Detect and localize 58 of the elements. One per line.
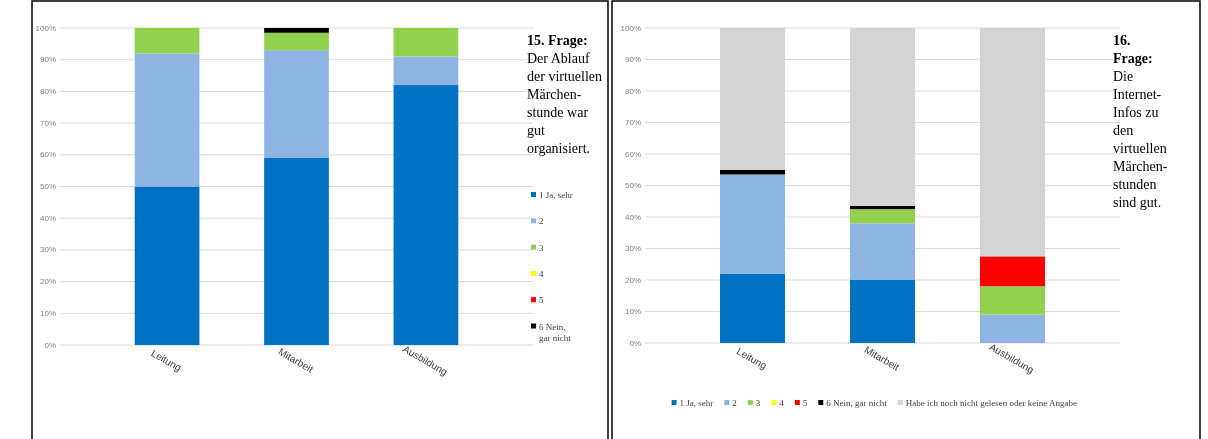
legend-label: 4 bbox=[539, 268, 544, 279]
y-tick-label: 0% bbox=[44, 340, 56, 350]
legend-label: 3 bbox=[539, 242, 544, 253]
bar bbox=[980, 256, 1045, 287]
y-tick-label: 20% bbox=[624, 275, 641, 285]
legend-label: 1 Ja, sehr bbox=[539, 190, 573, 200]
legend-label: 6 Nein, gar nicht bbox=[539, 321, 572, 343]
bar bbox=[720, 273, 785, 343]
y-tick-label: 40% bbox=[39, 213, 56, 223]
text: Der Ablauf der virtuellen Märchen-stunde war gut organisiert. bbox=[527, 51, 603, 156]
y-tick-label: 30% bbox=[624, 244, 641, 254]
bar bbox=[850, 205, 915, 210]
y-tick-label: 50% bbox=[624, 181, 641, 191]
bar bbox=[134, 28, 200, 54]
y-tick-label: 0% bbox=[629, 338, 641, 348]
text: Die Internet-Infos zu den virtuellen Märchen-stunden sind gut. bbox=[1113, 69, 1168, 210]
y-tick-label: 50% bbox=[39, 182, 56, 192]
legend-label: 4 bbox=[779, 398, 785, 408]
bar bbox=[393, 28, 459, 57]
text: 16. Frage: bbox=[1113, 33, 1153, 66]
legend-label: Habe ich noch nicht gelesen oder keine Angabe bbox=[905, 398, 1077, 408]
bar bbox=[850, 209, 915, 224]
legend-label: 2 bbox=[539, 216, 544, 227]
y-tick-label: 60% bbox=[624, 149, 641, 159]
y-tick-label: 70% bbox=[39, 118, 56, 128]
y-tick-label: 60% bbox=[39, 150, 56, 160]
y-tick-label: 10% bbox=[624, 307, 641, 317]
bar bbox=[264, 50, 329, 158]
bar bbox=[980, 314, 1045, 343]
legend-label: 3 bbox=[755, 398, 761, 408]
y-tick-label: 10% bbox=[39, 308, 56, 318]
bar bbox=[264, 157, 329, 345]
y-tick-label: 30% bbox=[39, 245, 56, 255]
y-tick-label: 70% bbox=[624, 118, 641, 128]
y-tick-label: 40% bbox=[624, 212, 641, 222]
bar bbox=[393, 85, 459, 345]
y-tick-label: 20% bbox=[39, 277, 56, 287]
y-tick-label: 80% bbox=[624, 86, 641, 96]
bar bbox=[264, 32, 329, 51]
y-tick-label: 100% bbox=[620, 23, 641, 33]
chart-title: 15. Frage: bbox=[527, 33, 588, 48]
y-tick-label: 90% bbox=[39, 55, 56, 65]
legend-label: 5 bbox=[802, 398, 808, 408]
bar bbox=[393, 56, 459, 86]
legend-label: 2 bbox=[732, 398, 737, 408]
legend-label: 5 bbox=[539, 295, 544, 306]
y-tick-label: 90% bbox=[624, 55, 641, 65]
y-tick-label: 100% bbox=[35, 23, 56, 33]
legend-label: 1 Ja, sehr bbox=[679, 398, 714, 408]
bar bbox=[134, 186, 200, 345]
bar bbox=[850, 280, 915, 343]
bar bbox=[850, 223, 915, 280]
legend-label: 6 Nein, gar nicht bbox=[826, 398, 888, 408]
bar bbox=[720, 174, 785, 274]
bar bbox=[134, 53, 200, 187]
bar bbox=[264, 28, 329, 33]
bar bbox=[980, 286, 1045, 315]
y-tick-label: 80% bbox=[39, 86, 56, 96]
